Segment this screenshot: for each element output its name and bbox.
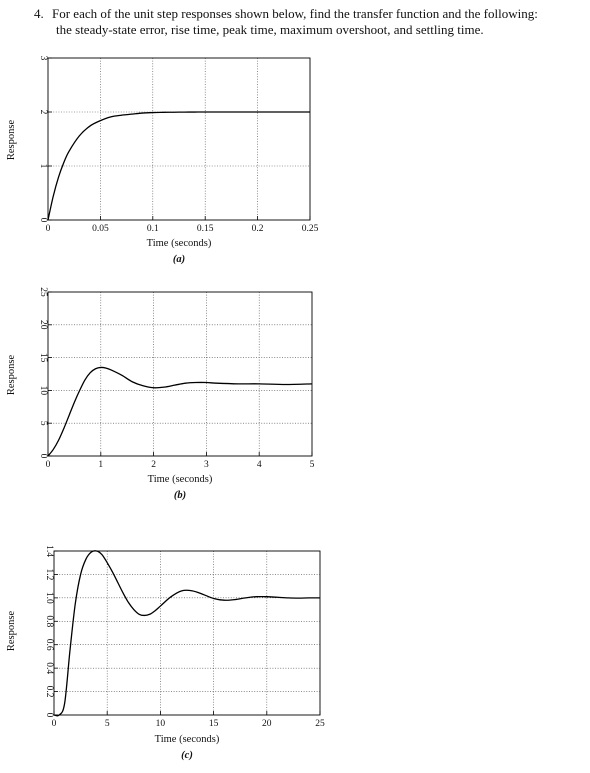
x-tick-label: 0 <box>46 460 51 470</box>
x-tick-label: 20 <box>262 719 272 729</box>
x-tick-label: 2 <box>151 460 156 470</box>
y-tick-label: 0 <box>38 454 48 459</box>
y-tick-label: 0.4 <box>44 662 54 674</box>
question-number: 4. <box>34 6 44 21</box>
y-tick-label: 25 <box>38 287 48 297</box>
y-tick-label: 3 <box>38 56 48 61</box>
y-tick-label: 0 <box>44 713 54 718</box>
y-axis-title: Response <box>6 611 17 652</box>
step-response-curve <box>47 111 310 221</box>
x-axis-title: Time (seconds) <box>155 734 220 745</box>
question-text: 4. For each of the unit step responses sh… <box>30 6 580 38</box>
y-tick-label: 10 <box>38 386 48 396</box>
x-tick-label: 4 <box>257 460 262 470</box>
chart-caption: (a) <box>173 254 185 265</box>
question-line-2: the steady-state error, rise time, peak … <box>56 22 484 37</box>
y-tick-label: 2 <box>38 110 48 115</box>
y-tick-label: 1 <box>38 164 48 169</box>
x-tick-label: 0 <box>52 719 57 729</box>
chart-panel-a: 0 0.05 0.1 0.15 0.2 0.25 0 1 2 3 Time (seconds) Res… <box>6 56 319 265</box>
y-tick-label: 0 <box>38 218 48 223</box>
x-tick-label: 15 <box>209 719 219 729</box>
x-tick-label: 0 <box>46 224 51 234</box>
plot-frame <box>53 550 321 716</box>
x-tick-label: 5 <box>310 460 315 470</box>
chart-caption: (c) <box>181 750 193 761</box>
y-tick-label: 0.2 <box>44 686 54 698</box>
step-response-curve <box>47 366 313 457</box>
x-tick-label: 0.15 <box>197 224 214 234</box>
y-tick-label: 1.0 <box>44 592 54 604</box>
x-tick-label: 0.1 <box>147 224 159 234</box>
step-response-curve <box>53 550 321 717</box>
x-tick-label: 0.05 <box>92 224 109 234</box>
question-line-1: For each of the unit step responses show… <box>52 6 538 21</box>
x-tick-label: 25 <box>315 719 325 729</box>
y-tick-label: 15 <box>38 353 48 363</box>
x-tick-label: 5 <box>105 719 110 729</box>
x-tick-label: 0.2 <box>252 224 264 234</box>
y-tick-label: 1.4 <box>44 545 54 557</box>
x-tick-label: 0.25 <box>302 224 319 234</box>
y-tick-label: 1.2 <box>44 568 54 580</box>
chart-panel-c: 0 5 10 15 20 25 0 0.2 0.4 0.6 0.8 1.0 1.2 1.4 Time (se… <box>6 545 325 761</box>
chart-panel-b: 0 1 2 3 4 5 0 5 10 15 20 25 Time (seconds) Response (b… <box>6 287 315 501</box>
y-tick-label: 5 <box>38 421 48 426</box>
y-axis-title: Response <box>6 355 17 396</box>
x-axis-title: Time (seconds) <box>147 238 212 249</box>
y-tick-label: 0.8 <box>44 615 54 627</box>
x-tick-label: 1 <box>98 460 103 470</box>
chart-caption: (b) <box>174 490 186 501</box>
y-tick-label: 20 <box>38 320 48 330</box>
x-axis-title: Time (seconds) <box>148 474 213 485</box>
plot-frame <box>47 291 313 457</box>
x-tick-label: 3 <box>204 460 209 470</box>
y-axis-title: Response <box>6 120 17 161</box>
plot-frame <box>47 57 311 221</box>
x-tick-label: 10 <box>156 719 166 729</box>
y-tick-label: 0.6 <box>44 639 54 651</box>
